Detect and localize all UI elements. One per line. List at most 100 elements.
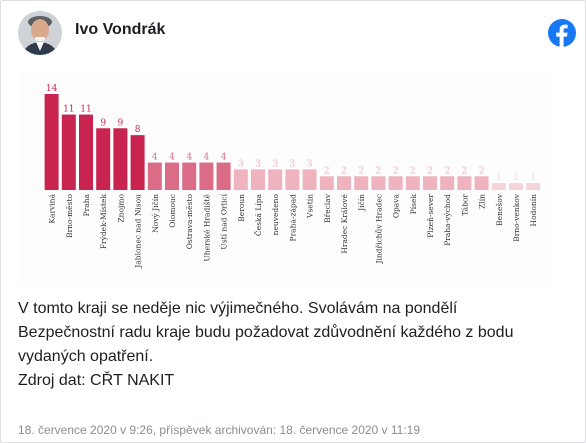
chart-value-label: 3 — [307, 159, 313, 169]
chart-bar — [44, 94, 59, 190]
chart-bar — [388, 176, 403, 190]
chart-value-label: 2 — [358, 166, 364, 176]
chart-category-label: Olomouc — [168, 194, 177, 228]
chart-value-label: 2 — [479, 166, 485, 176]
chart-bar — [79, 114, 93, 190]
chart-value-label: 1 — [530, 173, 536, 183]
chart-category-label: Ústí nad Orlicí — [220, 193, 229, 249]
author-name[interactable]: Ivo Vondrák — [75, 21, 166, 38]
chart-bar — [457, 176, 472, 190]
chart-bar — [440, 176, 455, 190]
chart-value-label: 2 — [341, 166, 347, 176]
chart-category-label: Znojmo — [116, 194, 125, 223]
chart-category-label: Česká Lípa — [254, 193, 263, 236]
district-chart: 14 Karviná 11 Brno-město 11 Praha 9 Frýdek-Míst… — [18, 72, 548, 287]
chart-bar — [96, 128, 111, 190]
chart-value-label: 14 — [46, 84, 58, 94]
chart-bar — [423, 176, 437, 190]
chart-category-label: Praha-západ — [288, 194, 297, 242]
chart-category-label: Jindřichův Hradec — [374, 194, 383, 265]
chart-value-label: 3 — [290, 159, 296, 169]
chart-bar — [199, 162, 214, 190]
chart-value-label: 3 — [238, 159, 244, 169]
chart-category-label: Benešov — [495, 193, 504, 226]
chart-value-label: 4 — [152, 153, 158, 163]
author-avatar[interactable] — [18, 11, 62, 55]
chart-bar — [491, 183, 506, 190]
chart-value-label: 2 — [427, 166, 433, 176]
chart-bar — [251, 169, 265, 190]
chart-value-label: 4 — [186, 153, 192, 163]
chart-category-label: neuvedeno — [271, 194, 280, 236]
chart-value-label: 11 — [63, 105, 74, 115]
post-text: V tomto kraji se neděje nic výjimečného.… — [18, 297, 573, 393]
avatar-icon — [18, 11, 62, 55]
chart-bar — [216, 162, 231, 190]
chart-category-label: Uherské Hradiště — [202, 193, 211, 261]
chart-category-label: Tábor — [460, 194, 469, 216]
chart-value-label: 3 — [272, 159, 278, 169]
chart-bar — [405, 176, 420, 190]
post-text-line: V tomto kraji se neděje nic výjimečného.… — [18, 300, 458, 317]
chart-category-label: Brno-město — [65, 194, 74, 238]
chart-value-label: 9 — [100, 118, 106, 128]
chart-bar — [182, 162, 197, 190]
chart-category-label: Praha — [82, 193, 91, 216]
chart-value-label: 8 — [135, 125, 141, 135]
chart-value-label: 2 — [462, 166, 468, 176]
chart-category-label: Brno-venkov — [512, 193, 521, 242]
chart-bar — [285, 169, 300, 190]
chart-category-label: Frýdek-Místek — [99, 194, 108, 250]
chart-bar — [509, 183, 523, 190]
chart-category-label: Karviná — [48, 193, 57, 223]
post-text-line: vydaných opatření. — [18, 348, 154, 365]
chart-value-label: 4 — [169, 153, 175, 163]
chart-value-label: 3 — [255, 159, 261, 169]
chart-value-label: 9 — [118, 118, 124, 128]
chart-category-label: Plzeň-sever — [426, 194, 435, 238]
chart-category-label: Nový Jičín — [151, 194, 160, 233]
chart-category-label: Písek — [409, 194, 418, 215]
chart-bar — [61, 114, 76, 190]
chart-category-label: Zlín — [478, 194, 487, 209]
chart-value-label: 11 — [80, 105, 91, 115]
chart-value-label: 4 — [204, 153, 210, 163]
chart-bar — [302, 169, 317, 190]
chart-category-label: Jablonec nad Nisou — [134, 194, 143, 269]
chart-category-label: Ostrava-město — [185, 194, 194, 250]
chart-value-label: 4 — [221, 153, 227, 163]
chart-value-label: 2 — [376, 166, 382, 176]
chart-value-label: 1 — [496, 173, 502, 183]
post-text-line: Zdroj dat: CŘT NAKIT — [18, 372, 175, 389]
chart-bar — [233, 169, 248, 190]
chart-category-label: Břeclav — [323, 193, 332, 223]
bar-chart: 14Karviná11Brno-město11Praha9Frýdek-Míst… — [44, 84, 541, 269]
chart-bar — [354, 176, 369, 190]
chart-bar — [526, 183, 541, 190]
chart-bar — [371, 176, 386, 190]
post-text-line: Bezpečnostní radu kraje budu požadovat z… — [18, 324, 514, 341]
chart-value-label: 1 — [513, 173, 519, 183]
chart-bar — [130, 135, 145, 190]
chart-category-label: Hodonín — [529, 194, 538, 227]
post-header: Ivo Vondrák — [1, 1, 585, 67]
chart-bar — [268, 169, 283, 190]
chart-bar — [113, 128, 128, 190]
chart-bar — [337, 176, 351, 190]
chart-category-label: Hradec Králové — [340, 193, 349, 253]
chart-value-label: 2 — [410, 166, 416, 176]
facebook-icon[interactable] — [548, 19, 576, 47]
chart-category-label: Vsetín — [306, 194, 315, 219]
chart-bar — [147, 162, 162, 190]
chart-category-label: Beroun — [237, 194, 246, 222]
chart-value-label: 2 — [324, 166, 330, 176]
chart-category-label: Opava — [392, 193, 401, 218]
chart-bar — [474, 176, 489, 190]
post-timestamp: 18. července 2020 v 9:26, příspěvek arch… — [18, 423, 421, 437]
chart-category-label: Praha-východ — [443, 194, 452, 246]
chart-bar — [319, 176, 334, 190]
chart-bar — [165, 162, 179, 190]
chart-category-label: Jičín — [357, 194, 366, 212]
chart-value-label: 2 — [393, 166, 399, 176]
